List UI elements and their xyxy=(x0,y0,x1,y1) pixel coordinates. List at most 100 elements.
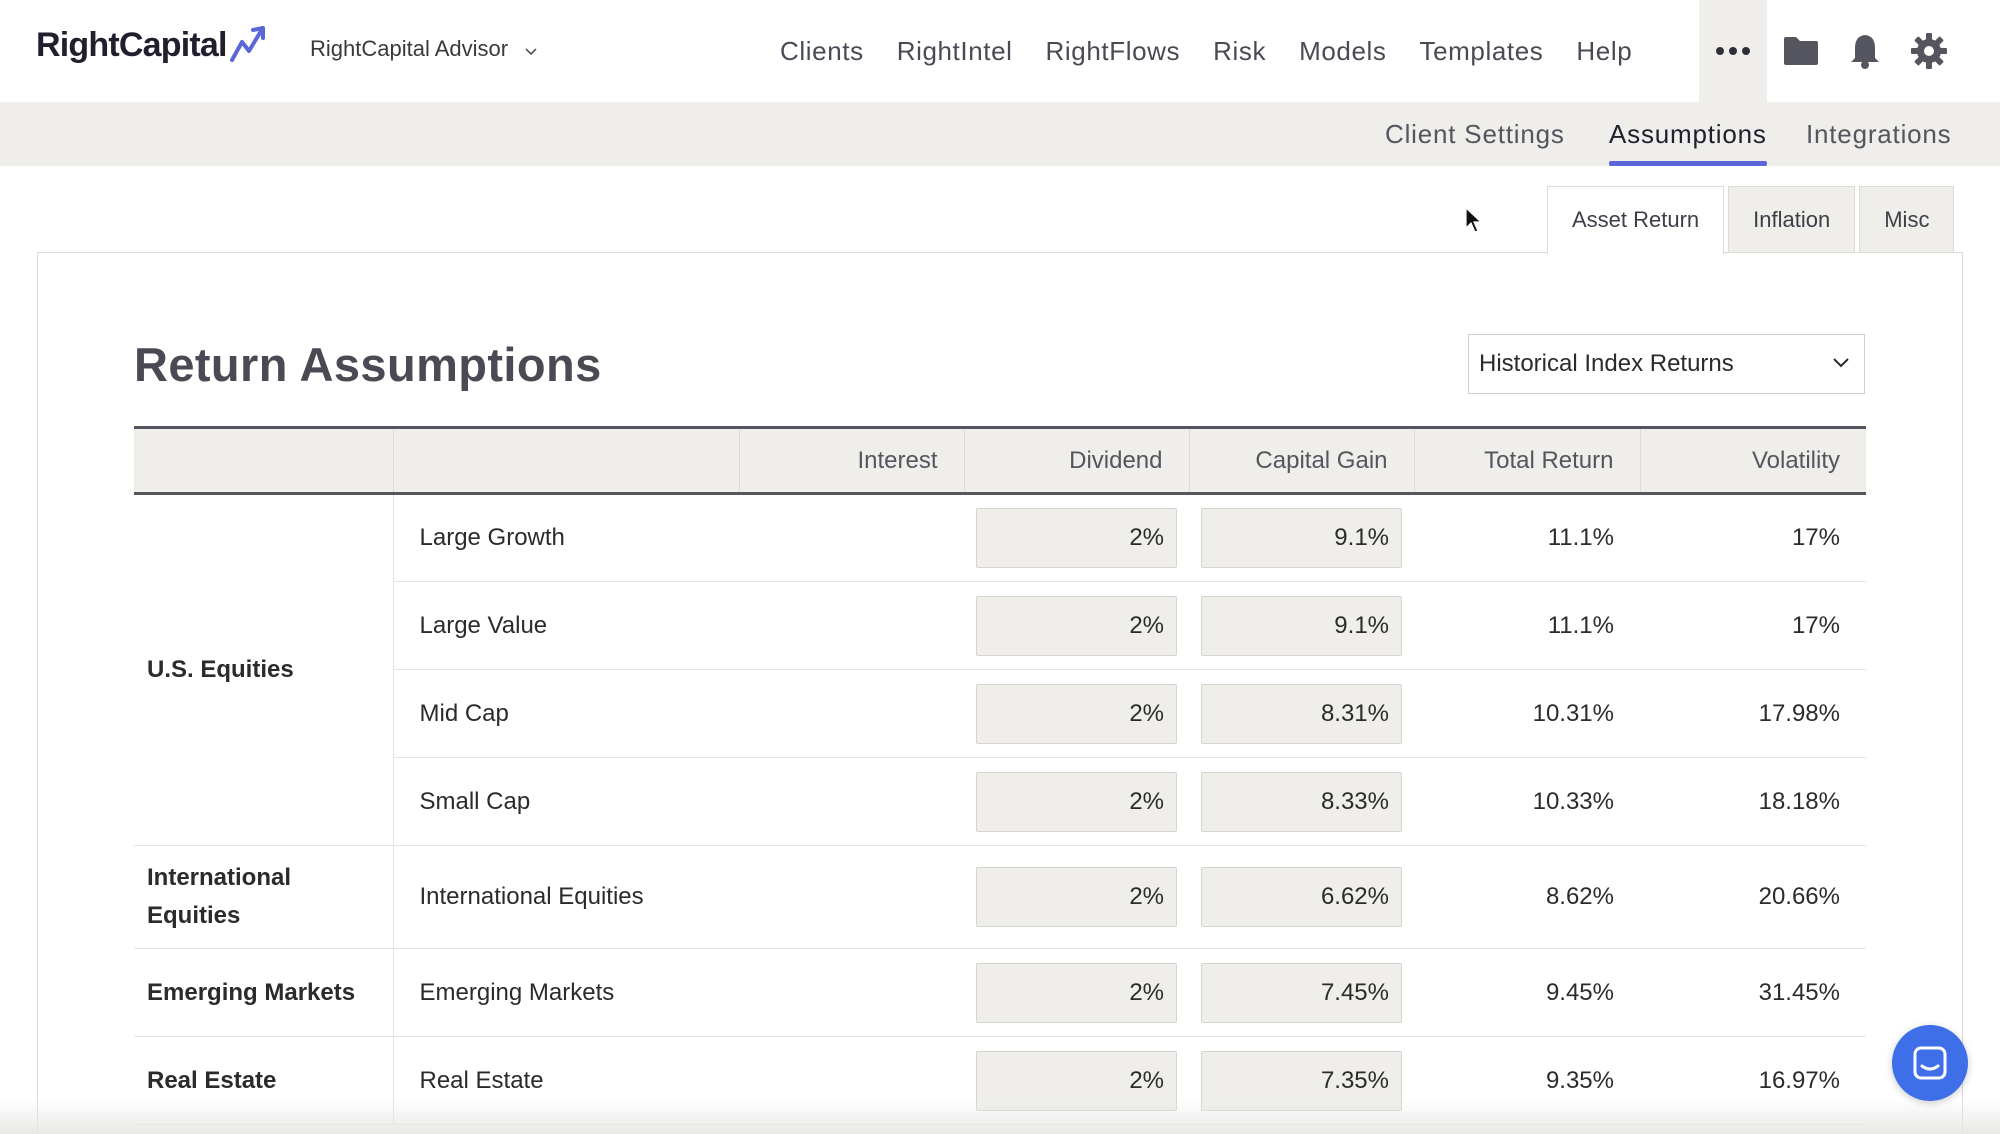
capital-gain-input[interactable]: 8.33% xyxy=(1201,771,1402,832)
advisor-selector[interactable]: RightCapital Advisor xyxy=(310,36,538,62)
return-source-value: Historical Index Returns xyxy=(1479,350,1734,377)
nav-rightintel[interactable]: RightIntel xyxy=(896,35,1013,66)
table-row: Small Cap 2% 8.33% 10.33% 18.18% xyxy=(134,757,1866,846)
capital-gain-input[interactable]: 9.1% xyxy=(1201,508,1402,568)
logo-arrow-icon xyxy=(229,25,265,62)
asset-name: Large Value xyxy=(393,581,739,670)
bottom-fade xyxy=(0,1100,2000,1134)
more-menu-button[interactable] xyxy=(1699,0,1767,102)
dividend-cell: 2% xyxy=(964,669,1189,758)
tab-inflation[interactable]: Inflation xyxy=(1728,186,1856,253)
capital-gain-input[interactable]: 7.45% xyxy=(1201,962,1402,1023)
table-row: Mid Cap 2% 8.31% 10.31% 17.98% xyxy=(134,669,1866,758)
total-return-value: 10.33% xyxy=(1414,757,1640,846)
settings-subnav: Client Settings Assumptions Integrations xyxy=(0,102,2000,166)
dividend-cell: 2% xyxy=(964,493,1189,582)
folder-icon xyxy=(1784,37,1818,65)
page-title: Return Assumptions xyxy=(134,338,602,391)
chat-launcher-button[interactable] xyxy=(1892,1025,1968,1101)
volatility-value: 18.18% xyxy=(1640,757,1866,846)
asset-name: Mid Cap xyxy=(393,669,739,758)
interest-value xyxy=(739,493,964,582)
subtab-assumptions[interactable]: Assumptions xyxy=(1609,102,1767,166)
column-header-asset xyxy=(393,426,740,495)
documents-button[interactable] xyxy=(1780,30,1822,72)
bell-icon xyxy=(1851,35,1879,69)
category-international-equities: International Equities xyxy=(134,845,394,949)
volatility-value: 17% xyxy=(1640,493,1866,582)
chevron-down-icon xyxy=(1833,358,1849,368)
capital-gain-cell: 9.1% xyxy=(1189,493,1414,582)
more-horizontal-icon xyxy=(1716,47,1750,55)
interest-value xyxy=(739,845,964,949)
return-assumptions-panel: Return Assumptions Historical Index Retu… xyxy=(37,252,1963,1134)
asset-name: Emerging Markets xyxy=(393,948,739,1037)
interest-value xyxy=(739,757,964,846)
notifications-button[interactable] xyxy=(1844,30,1886,72)
total-return-value: 11.1% xyxy=(1414,493,1640,582)
total-return-value: 11.1% xyxy=(1414,581,1640,670)
capital-gain-cell: 8.31% xyxy=(1189,669,1414,758)
gear-icon xyxy=(1911,33,1947,69)
return-source-select[interactable]: Historical Index Returns xyxy=(1468,334,1865,394)
volatility-value: 20.66% xyxy=(1640,845,1866,949)
nav-help[interactable]: Help xyxy=(1576,35,1633,66)
column-header-total-return: Total Return xyxy=(1414,426,1641,495)
interest-value xyxy=(739,669,964,758)
volatility-value: 17% xyxy=(1640,581,1866,670)
dividend-cell: 2% xyxy=(964,948,1189,1037)
total-return-value: 9.45% xyxy=(1414,948,1640,1037)
dividend-cell: 2% xyxy=(964,581,1189,670)
main-nav: Clients RightIntel RightFlows Risk Model… xyxy=(780,0,1665,102)
nav-risk[interactable]: Risk xyxy=(1213,35,1267,66)
interest-value xyxy=(739,581,964,670)
capital-gain-input[interactable]: 6.62% xyxy=(1201,867,1402,927)
volatility-value: 31.45% xyxy=(1640,948,1866,1037)
dividend-cell: 2% xyxy=(964,757,1189,846)
subtab-integrations[interactable]: Integrations xyxy=(1806,119,1952,149)
asset-name: Small Cap xyxy=(393,757,739,846)
table-row: Large Value 2% 9.1% 11.1% 17% xyxy=(134,581,1866,670)
tab-asset-return[interactable]: Asset Return xyxy=(1547,186,1725,254)
volatility-value: 17.98% xyxy=(1640,669,1866,758)
capital-gain-input[interactable]: 9.1% xyxy=(1201,595,1402,656)
column-header-volatility: Volatility xyxy=(1640,426,1866,495)
capital-gain-input[interactable]: 8.31% xyxy=(1201,683,1402,744)
nav-models[interactable]: Models xyxy=(1299,35,1387,66)
nav-templates[interactable]: Templates xyxy=(1419,35,1544,66)
dividend-input[interactable]: 2% xyxy=(976,595,1177,656)
mouse-cursor-icon xyxy=(1465,206,1482,233)
nav-clients[interactable]: Clients xyxy=(780,35,864,66)
total-return-value: 10.31% xyxy=(1414,669,1640,758)
asset-name: International Equities xyxy=(393,845,739,949)
logo-text: RightCapital xyxy=(36,26,227,64)
category-us-equities: U.S. Equities xyxy=(134,493,394,846)
column-header-interest: Interest xyxy=(739,426,965,495)
top-navigation-bar: RightCapital RightCapital Advisor Client… xyxy=(0,0,2000,102)
subtab-client-settings[interactable]: Client Settings xyxy=(1385,119,1565,149)
dividend-input[interactable]: 2% xyxy=(976,683,1177,744)
table-row: International Equities International Equ… xyxy=(134,845,1866,949)
logo[interactable]: RightCapital xyxy=(36,25,273,65)
dividend-input[interactable]: 2% xyxy=(976,771,1177,832)
assumption-tabs: Asset Return Inflation Misc xyxy=(1547,186,1958,254)
total-return-value: 8.62% xyxy=(1414,845,1640,949)
chevron-down-icon xyxy=(525,48,537,56)
dividend-input[interactable]: 2% xyxy=(976,508,1177,568)
asset-name: Large Growth xyxy=(393,493,739,582)
settings-button[interactable] xyxy=(1908,30,1950,72)
advisor-name: RightCapital Advisor xyxy=(310,36,509,61)
tab-misc[interactable]: Misc xyxy=(1859,186,1955,253)
dividend-input[interactable]: 2% xyxy=(976,867,1177,927)
capital-gain-cell: 6.62% xyxy=(1189,845,1414,949)
capital-gain-cell: 7.45% xyxy=(1189,948,1414,1037)
interest-value xyxy=(739,948,964,1037)
column-header-dividend: Dividend xyxy=(964,426,1190,495)
dividend-input[interactable]: 2% xyxy=(976,962,1177,1023)
nav-rightflows[interactable]: RightFlows xyxy=(1045,35,1181,66)
return-assumptions-table: Interest Dividend Capital Gain Total Ret… xyxy=(134,426,1866,1125)
capital-gain-cell: 9.1% xyxy=(1189,581,1414,670)
dividend-cell: 2% xyxy=(964,845,1189,949)
column-header-capital-gain: Capital Gain xyxy=(1189,426,1415,495)
table-header-row: Interest Dividend Capital Gain Total Ret… xyxy=(134,426,1866,495)
